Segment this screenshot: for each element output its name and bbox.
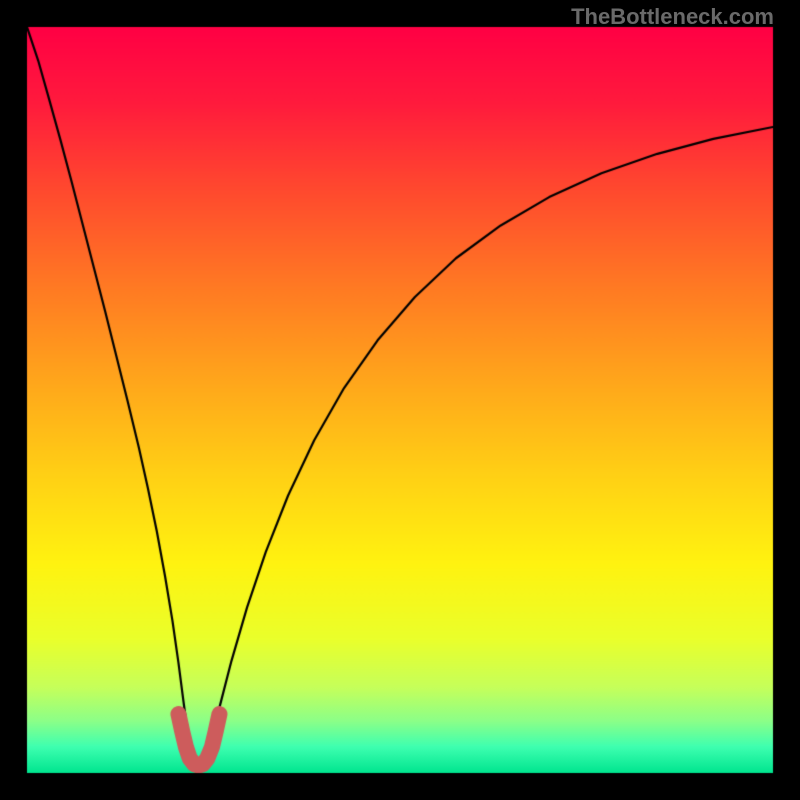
stage: TheBottleneck.com <box>0 0 800 800</box>
watermark-text: TheBottleneck.com <box>571 4 774 30</box>
chart-frame <box>27 27 773 773</box>
